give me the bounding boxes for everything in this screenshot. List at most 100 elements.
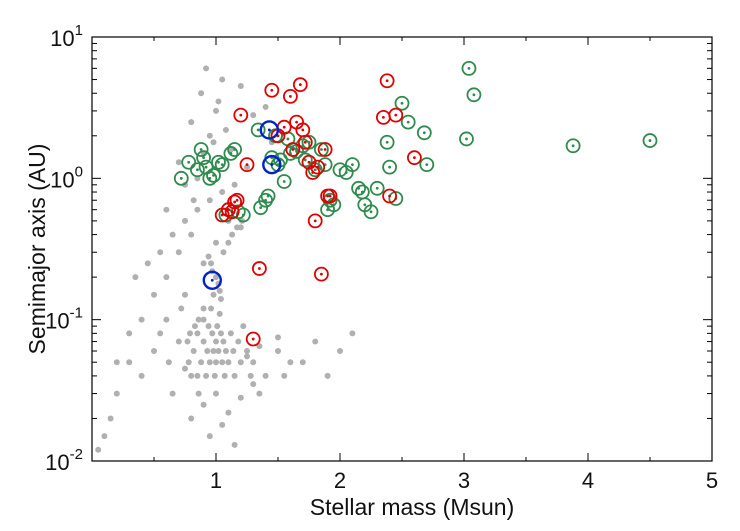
data-point-center [388,165,391,169]
data-point-center [210,278,214,282]
data-point-center [291,148,295,151]
data-point [151,291,157,298]
data-point [222,126,229,133]
data-point-center [258,267,261,270]
data-point-center [289,94,292,98]
data-point-center [400,101,404,105]
data-point [107,415,114,422]
data-point [250,112,257,119]
data-point-center [303,140,307,144]
data-point [200,401,207,408]
data-point [317,142,333,157]
data-point [388,107,404,123]
data-point [200,316,207,323]
series-3 [202,120,282,290]
data-point [144,260,151,267]
data-point-center [204,165,208,169]
data-point-center [344,171,348,174]
data-point [231,181,238,188]
data-point [175,159,182,166]
data-point [200,260,207,267]
data-point [301,154,317,170]
data-point [95,446,102,453]
data-point [213,390,219,397]
y-tick-exponent: 0 [75,163,83,180]
data-point [225,409,232,416]
y-tick-exponent: 1 [75,22,83,39]
data-point [324,372,331,379]
data-point-center [320,148,323,151]
data-point-center [266,194,270,198]
data-point [210,348,217,355]
data-point [260,188,276,204]
data-point [182,365,188,372]
data-point-center [422,131,426,135]
data-point [214,157,230,173]
data-point [369,180,385,196]
data-point-center [328,194,332,198]
data-point [189,162,205,178]
data-point [225,359,232,366]
data-point [217,330,224,337]
y-tick-base: 10 [50,167,74,192]
data-point [190,348,197,355]
data-point [220,249,227,256]
data-point [229,231,236,238]
data-point [227,142,243,157]
data-point [337,348,343,355]
data-point [184,338,191,345]
data-point-center [301,128,305,132]
data-point [297,134,313,150]
data-point [244,353,250,360]
y-axis-label: Semimajor axis (AU) [24,144,50,355]
data-point [235,338,242,345]
data-point-center [298,83,302,87]
data-point [379,134,395,150]
data-point-center [286,137,290,141]
data-point [213,274,219,281]
data-point-center [406,120,410,124]
data-point-center [320,272,323,276]
data-point [188,415,195,422]
data-point [251,261,267,276]
series-1 [173,60,658,223]
data-point [206,433,213,440]
data-point [163,274,170,281]
data-point [351,180,367,196]
data-point [206,132,213,139]
data-point-center [332,203,336,207]
data-point [196,150,212,166]
data-point [250,381,257,388]
data-point [301,134,317,150]
data-point [223,146,239,161]
data-point-center [472,93,476,97]
data-point [240,323,247,330]
data-point [191,323,198,330]
data-point-center [187,160,191,164]
data-point [213,359,219,366]
data-point [211,154,226,170]
data-point [209,330,216,337]
data-point [419,157,435,173]
data-point [185,359,192,366]
data-point-center [388,194,391,198]
data-point [113,390,120,397]
data-point-center [251,337,255,341]
data-point [188,119,195,126]
data-point-center [385,79,389,83]
y-tick-label: 101 [50,22,83,51]
data-point-center [295,120,298,124]
data-point [305,165,321,180]
data-point [262,372,269,379]
data-point [195,316,202,323]
data-point [349,330,356,337]
data-point [188,231,195,238]
data-point [126,330,133,337]
data-point [169,390,176,397]
data-point [229,192,245,208]
data-point [205,253,212,260]
data-point [200,305,207,312]
data-point [165,359,172,366]
data-point [206,197,213,204]
y-tick-exponent: -1 [70,305,83,322]
